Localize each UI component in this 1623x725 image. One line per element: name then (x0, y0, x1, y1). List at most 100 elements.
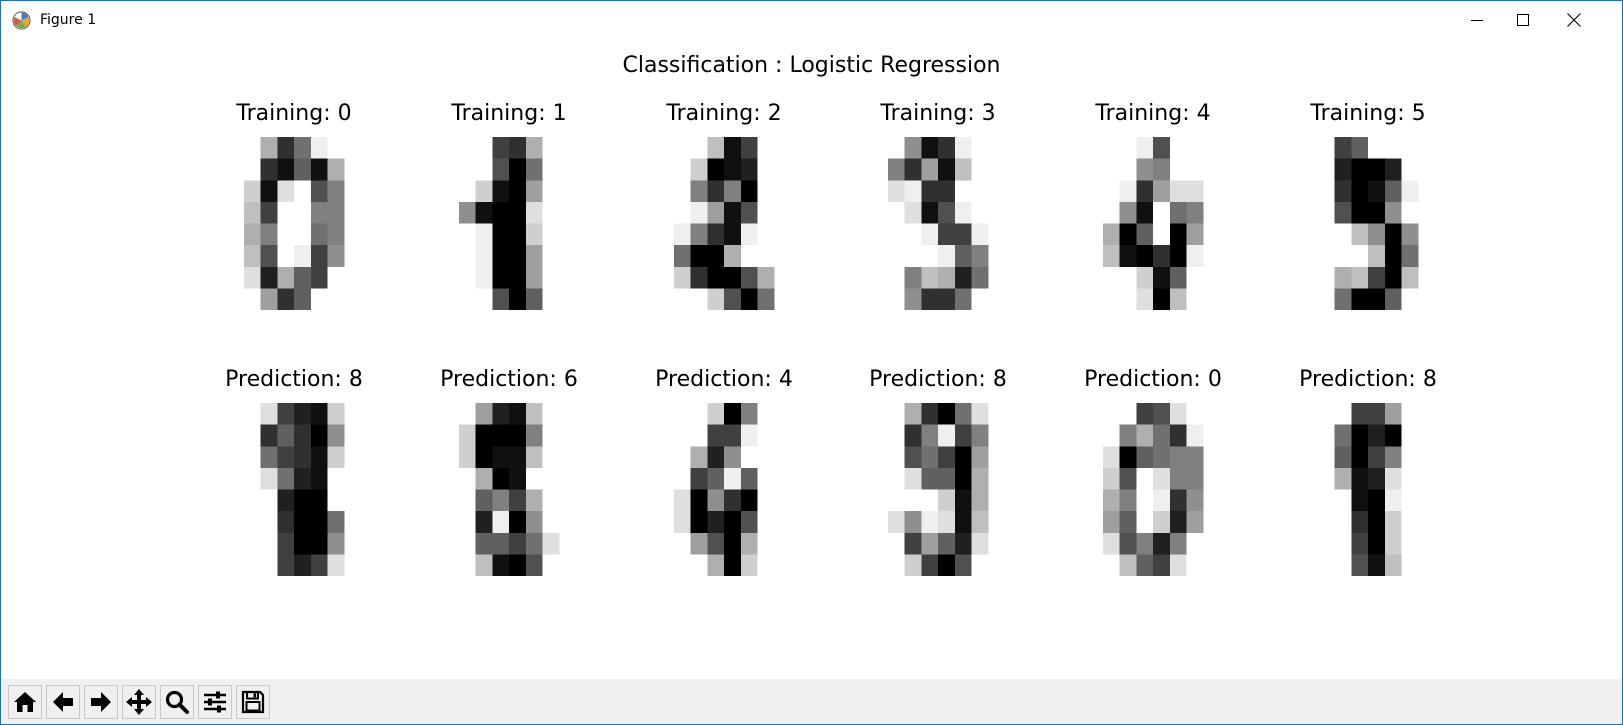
digit-pixel (971, 223, 989, 246)
digit-pixel (344, 288, 361, 310)
digit-pixel (1086, 424, 1103, 447)
digit-pixel (1334, 446, 1352, 468)
digit-pixel (707, 288, 724, 310)
digit-pixel (740, 223, 758, 246)
digit-pixel (458, 245, 476, 267)
digit-pixel (657, 266, 674, 289)
arrow-right-icon (91, 692, 111, 712)
digit-pixel (1317, 288, 1335, 310)
digit-pixel (1086, 245, 1103, 267)
digit-pixel (1119, 424, 1137, 447)
digit-pixel (1317, 201, 1335, 224)
digit-pixel (1351, 180, 1368, 202)
digit-pixel (774, 266, 791, 289)
close-button[interactable] (1551, 1, 1597, 39)
digit-pixel (559, 554, 576, 576)
digit-pixel (1317, 424, 1335, 447)
digit-pixel (492, 180, 509, 202)
digit-pixel (1301, 137, 1318, 159)
forward-button[interactable] (84, 685, 118, 719)
digit-pixel (1169, 288, 1187, 310)
digit-pixel (1384, 223, 1402, 246)
digit-pixel (243, 467, 261, 490)
digit-pixel (1102, 489, 1120, 512)
digit-pixel (227, 288, 244, 310)
digit-pixel (904, 201, 922, 224)
digit-pixel (988, 180, 1005, 202)
digit-pixel (294, 403, 311, 425)
digit-pixel (475, 137, 493, 159)
digit-pixel (971, 511, 989, 533)
digit-pixel (988, 223, 1005, 246)
pan-button[interactable] (122, 685, 156, 719)
digit-pixel (1384, 424, 1402, 447)
digit-pixel (1186, 532, 1204, 555)
digit-pixel (657, 201, 674, 224)
digit-pixel (525, 223, 543, 246)
maximize-button[interactable] (1500, 1, 1546, 39)
digit-image (227, 403, 361, 576)
digit-pixel (904, 511, 922, 533)
digit-pixel (673, 266, 691, 289)
digit-pixel (1418, 424, 1435, 447)
digit-pixel (724, 288, 741, 310)
digit-pixel (1086, 467, 1103, 490)
digit-pixel (871, 511, 888, 533)
digit-pixel (344, 158, 361, 181)
digit-pixel (1086, 446, 1103, 468)
title-bar[interactable]: Figure 1 (1, 1, 1622, 39)
digit-pixel (657, 446, 674, 468)
digit-pixel (971, 180, 989, 202)
digit-pixel (442, 137, 459, 159)
digit-pixel (724, 424, 741, 447)
save-button[interactable] (236, 685, 270, 719)
panel-title: Training: 1 (451, 101, 567, 126)
digit-pixel (542, 446, 560, 468)
configure-subplots-button[interactable] (198, 685, 232, 719)
digit-pixel (344, 554, 361, 576)
digit-pixel (1102, 288, 1120, 310)
digit-pixel (724, 266, 741, 289)
digit-pixel (1169, 511, 1187, 533)
minimize-button[interactable] (1454, 1, 1500, 39)
digit-image (1301, 403, 1435, 576)
digit-pixel (559, 288, 576, 310)
digit-pixel (1102, 554, 1120, 576)
digit-pixel (938, 554, 955, 576)
figure-canvas[interactable]: Classification : Logistic Regression Tra… (1, 39, 1622, 679)
back-button[interactable] (46, 685, 80, 719)
digit-pixel (954, 467, 972, 490)
home-button[interactable] (8, 685, 42, 719)
digit-pixel (1418, 511, 1435, 533)
digit-pixel (757, 288, 775, 310)
digit-pixel (1334, 223, 1352, 246)
digit-pixel (757, 180, 775, 202)
digit-pixel (344, 446, 361, 468)
digit-pixel (1401, 137, 1419, 159)
digit-pixel (344, 489, 361, 512)
digit-pixel (1401, 223, 1419, 246)
digit-pixel (1153, 424, 1170, 447)
digit-pixel (1301, 446, 1318, 468)
digit-pixel (243, 201, 261, 224)
digit-pixel (542, 288, 560, 310)
digit-pixel (1401, 554, 1419, 576)
digit-pixel (1384, 245, 1402, 267)
digit-pixel (1301, 554, 1318, 576)
digit-pixel (887, 266, 905, 289)
zoom-button[interactable] (160, 685, 194, 719)
digit-pixel (492, 511, 509, 533)
digit-pixel (1136, 489, 1153, 512)
digit-pixel (871, 223, 888, 246)
digit-image (227, 137, 361, 310)
digit-pixel (260, 554, 278, 576)
digit-pixel (1401, 158, 1419, 181)
digit-pixel (227, 424, 244, 447)
digit-pixel (525, 158, 543, 181)
digit-pixel (310, 467, 328, 490)
digit-pixel (1153, 201, 1170, 224)
digit-pixel (707, 446, 724, 468)
digit-pixel (871, 532, 888, 555)
digit-pixel (1102, 180, 1120, 202)
digit-pixel (724, 403, 741, 425)
